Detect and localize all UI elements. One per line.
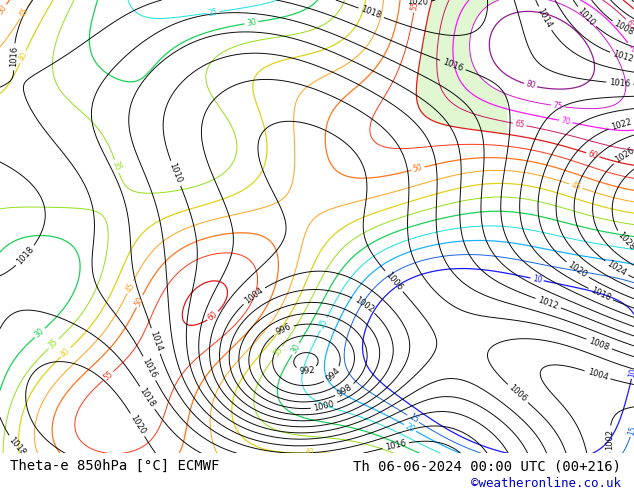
Text: 1020: 1020 bbox=[566, 260, 588, 280]
Text: 30: 30 bbox=[246, 18, 257, 28]
Text: 50: 50 bbox=[0, 3, 9, 17]
Text: 1016: 1016 bbox=[141, 357, 158, 380]
Text: 1006: 1006 bbox=[507, 383, 529, 404]
Text: 1004: 1004 bbox=[586, 368, 609, 382]
Text: 15: 15 bbox=[626, 424, 634, 436]
Text: 1018: 1018 bbox=[359, 5, 383, 21]
Text: 1018: 1018 bbox=[138, 387, 157, 409]
Text: 45: 45 bbox=[570, 180, 582, 192]
Text: 1008: 1008 bbox=[612, 19, 634, 38]
Text: 50: 50 bbox=[133, 295, 146, 308]
Text: 1004: 1004 bbox=[243, 286, 265, 305]
Text: 1014: 1014 bbox=[148, 330, 164, 352]
Text: 65: 65 bbox=[514, 119, 525, 130]
Text: 40: 40 bbox=[59, 346, 72, 359]
Text: 45: 45 bbox=[124, 281, 136, 294]
Text: 996: 996 bbox=[274, 322, 292, 337]
Text: 30: 30 bbox=[33, 326, 46, 340]
Text: 20: 20 bbox=[404, 422, 417, 434]
Text: 1008: 1008 bbox=[588, 336, 611, 352]
Text: 1014: 1014 bbox=[536, 7, 553, 30]
Text: 55: 55 bbox=[410, 0, 420, 11]
Text: ©weatheronline.co.uk: ©weatheronline.co.uk bbox=[471, 477, 621, 490]
Text: 15: 15 bbox=[406, 413, 420, 425]
Text: 1028: 1028 bbox=[616, 231, 634, 252]
Text: 75: 75 bbox=[552, 101, 563, 111]
Text: 1018: 1018 bbox=[589, 286, 612, 303]
Text: 35: 35 bbox=[271, 345, 285, 359]
Text: 1026: 1026 bbox=[613, 146, 634, 165]
Text: 1010: 1010 bbox=[167, 162, 184, 185]
Text: 1020: 1020 bbox=[128, 414, 147, 436]
Text: 40: 40 bbox=[305, 448, 314, 458]
Text: 1002: 1002 bbox=[605, 428, 614, 450]
Text: Theta-e 850hPa [°C] ECMWF: Theta-e 850hPa [°C] ECMWF bbox=[10, 459, 219, 473]
Text: 60: 60 bbox=[587, 149, 598, 161]
Text: 1002: 1002 bbox=[353, 295, 375, 315]
Text: 40: 40 bbox=[17, 50, 29, 63]
Text: 45: 45 bbox=[18, 6, 30, 19]
Text: 70: 70 bbox=[625, 42, 634, 55]
Text: 80: 80 bbox=[525, 80, 536, 91]
Text: 1016: 1016 bbox=[609, 78, 631, 89]
Text: 55: 55 bbox=[101, 369, 115, 383]
Text: 1010: 1010 bbox=[576, 6, 597, 28]
Text: 25: 25 bbox=[318, 318, 330, 330]
Text: Th 06-06-2024 00:00 UTC (00+216): Th 06-06-2024 00:00 UTC (00+216) bbox=[353, 459, 621, 473]
Text: 1006: 1006 bbox=[384, 270, 404, 292]
Text: 1012: 1012 bbox=[611, 49, 634, 64]
Text: 65: 65 bbox=[624, 18, 634, 31]
Text: 1022: 1022 bbox=[610, 117, 633, 132]
Text: 70: 70 bbox=[560, 116, 571, 127]
Text: 60: 60 bbox=[206, 309, 219, 322]
Text: 992: 992 bbox=[299, 366, 315, 376]
Text: 50: 50 bbox=[412, 163, 424, 174]
Text: 35: 35 bbox=[111, 160, 122, 172]
Text: 1020: 1020 bbox=[407, 0, 429, 6]
Text: 1012: 1012 bbox=[537, 295, 560, 311]
Text: 1018: 1018 bbox=[7, 435, 27, 457]
Text: 1016: 1016 bbox=[441, 57, 464, 73]
Text: 25: 25 bbox=[207, 7, 218, 18]
Text: 35: 35 bbox=[47, 337, 60, 350]
Text: 30: 30 bbox=[289, 343, 302, 355]
Text: 1016: 1016 bbox=[9, 46, 18, 68]
Text: 1024: 1024 bbox=[605, 259, 628, 278]
Text: 1016: 1016 bbox=[384, 439, 407, 452]
Text: 994: 994 bbox=[324, 367, 342, 384]
Text: 10: 10 bbox=[531, 274, 543, 285]
Text: 10: 10 bbox=[628, 367, 634, 378]
Text: 1018: 1018 bbox=[15, 245, 36, 267]
Text: 998: 998 bbox=[335, 382, 354, 398]
Text: 1000: 1000 bbox=[313, 399, 335, 413]
